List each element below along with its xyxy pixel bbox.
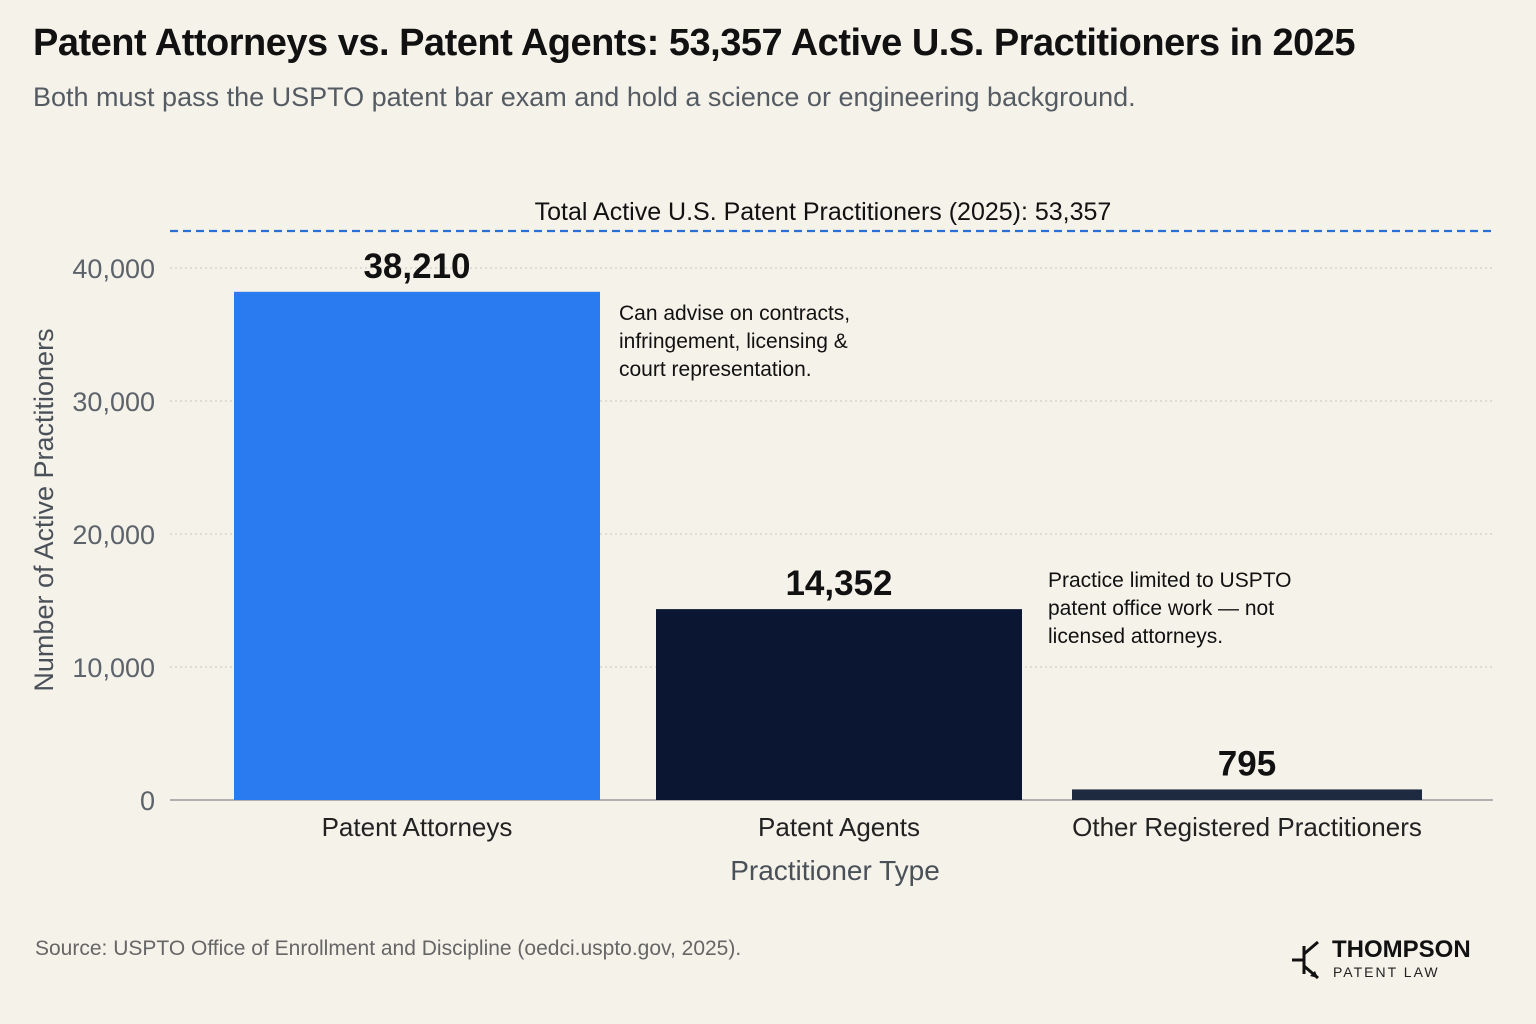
annotation-line: patent office work — not (1048, 597, 1274, 620)
circuit-logo-icon (1292, 940, 1319, 980)
annotation-line: licensed attorneys. (1048, 625, 1223, 648)
logo-name: THOMPSON (1332, 936, 1471, 963)
bar-value-label: 14,352 (785, 564, 892, 603)
bar-value-label: 795 (1218, 744, 1276, 783)
chart-title: Patent Attorneys vs. Patent Agents: 53,3… (33, 22, 1356, 64)
logo-tagline: PATENT LAW (1333, 964, 1440, 980)
y-tick-label: 0 (140, 786, 155, 816)
source-note: Source: USPTO Office of Enrollment and D… (35, 937, 742, 960)
annotation-line: court representation. (619, 358, 812, 381)
x-axis-label: Practitioner Type (730, 855, 940, 886)
x-tick-label: Patent Attorneys (322, 812, 513, 842)
y-tick-label: 40,000 (72, 254, 155, 284)
bar-2 (1072, 789, 1422, 800)
y-tick-label: 10,000 (72, 653, 155, 683)
x-tick-label: Other Registered Practitioners (1072, 812, 1422, 842)
annotation-line: Practice limited to USPTO (1048, 569, 1292, 592)
bar-0 (234, 291, 600, 800)
thompson-logo: THOMPSON PATENT LAW (1290, 934, 1490, 990)
annotation-line: infringement, licensing & (619, 330, 848, 353)
y-tick-label: 30,000 (72, 387, 155, 417)
annotation-line: Can advise on contracts, (619, 302, 850, 325)
chart-subtitle: Both must pass the USPTO patent bar exam… (33, 82, 1136, 112)
y-tick-label: 20,000 (72, 520, 155, 550)
bar-1 (656, 609, 1022, 800)
bar-value-label: 38,210 (363, 247, 470, 286)
y-axis-label: Number of Active Practitioners (29, 328, 59, 691)
total-reference-label: Total Active U.S. Patent Practitioners (… (535, 198, 1112, 226)
x-tick-label: Patent Agents (758, 812, 920, 842)
